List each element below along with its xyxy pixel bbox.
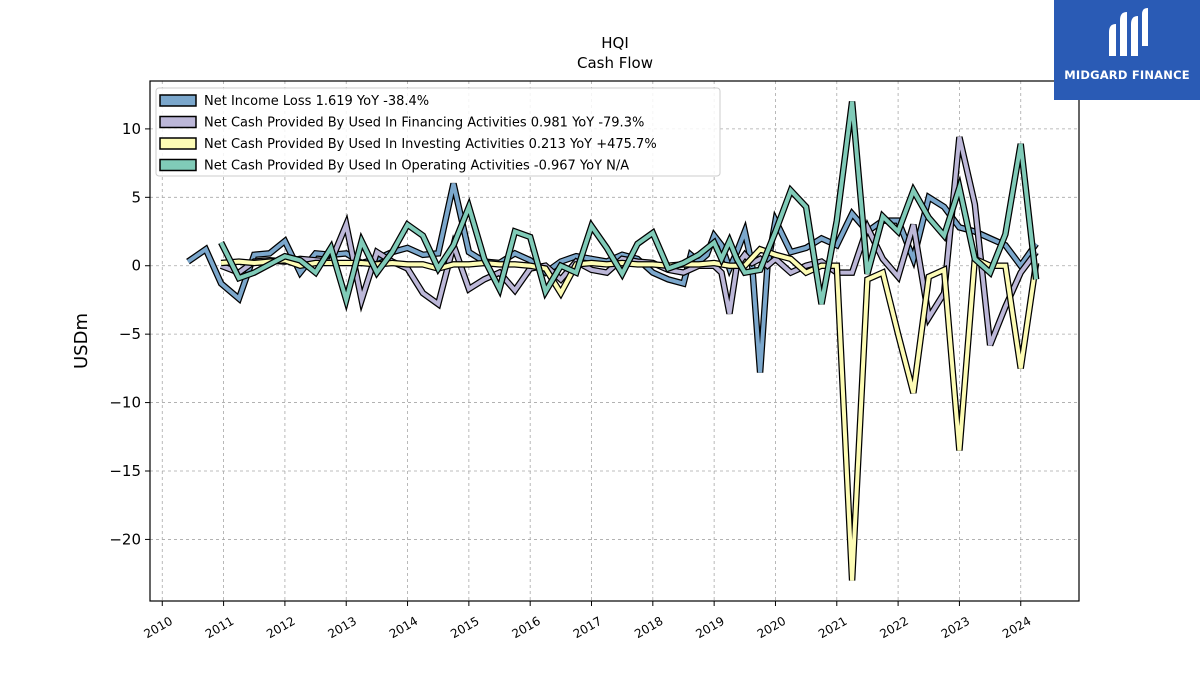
brand-name: MIDGARD FINANCE	[1064, 68, 1190, 82]
series-layer	[186, 101, 1040, 581]
y-tick-label: −15	[109, 462, 141, 480]
legend-swatch	[159, 115, 197, 129]
series-1-line	[186, 183, 1038, 373]
midgard-logo-icon	[1109, 8, 1148, 56]
legend-label: Net Cash Provided By Used In Operating A…	[204, 159, 629, 174]
legend: Net Income Loss 1.619 YoY -38.4% Net Cash…	[155, 87, 721, 177]
y-tick-label: 5	[131, 188, 141, 206]
x-tick-label: 2016	[509, 614, 542, 641]
x-tick-label: 2017	[571, 614, 604, 641]
x-tick-label: 2011	[203, 614, 236, 641]
x-tick-label: 2022	[877, 614, 910, 641]
x-tick-label: 2010	[142, 614, 175, 641]
x-tick-label: 2012	[264, 614, 297, 641]
series-1-outline	[186, 182, 1039, 373]
y-tick-label: 0	[131, 257, 141, 275]
y-axis-label: USDm	[71, 313, 92, 369]
y-tick-label: −20	[109, 530, 141, 548]
y-axis-ticks: 10 5 0 −5 −10 −15 −20	[109, 120, 150, 548]
y-tick-label: −5	[119, 325, 141, 343]
x-tick-label: 2021	[816, 614, 849, 641]
x-tick-label: 2024	[1000, 614, 1033, 641]
legend-swatch	[159, 158, 197, 172]
x-tick-label: 2014	[387, 614, 420, 641]
series-4-line	[219, 101, 1039, 308]
y-tick-label: −10	[109, 394, 141, 412]
x-axis-ticks: 2010 2011 2012 2013 2014 2015 2016 2017 2018 2019…	[142, 601, 1033, 641]
x-tick-label: 2019	[693, 614, 726, 641]
x-tick-label: 2018	[632, 614, 665, 641]
legend-label: Net Cash Provided By Used In Financing A…	[204, 116, 644, 131]
legend-label: Net Income Loss 1.619 YoY -38.4%	[204, 94, 429, 109]
legend-label: Net Cash Provided By Used In Investing A…	[204, 137, 657, 152]
legend-box	[155, 87, 721, 177]
legend-swatch	[159, 94, 197, 107]
y-tick-label: 10	[122, 120, 141, 138]
chart-title: HQI	[601, 34, 629, 52]
x-tick-label: 2013	[325, 614, 358, 641]
x-tick-label: 2020	[755, 614, 788, 641]
brand-logo: MIDGARD FINANCE	[1054, 0, 1200, 100]
plot-frame	[149, 80, 1080, 602]
legend-swatch	[159, 137, 197, 150]
chart-subtitle: Cash Flow	[577, 54, 653, 72]
x-tick-label: 2015	[448, 614, 481, 641]
x-tick-label: 2023	[939, 614, 972, 641]
